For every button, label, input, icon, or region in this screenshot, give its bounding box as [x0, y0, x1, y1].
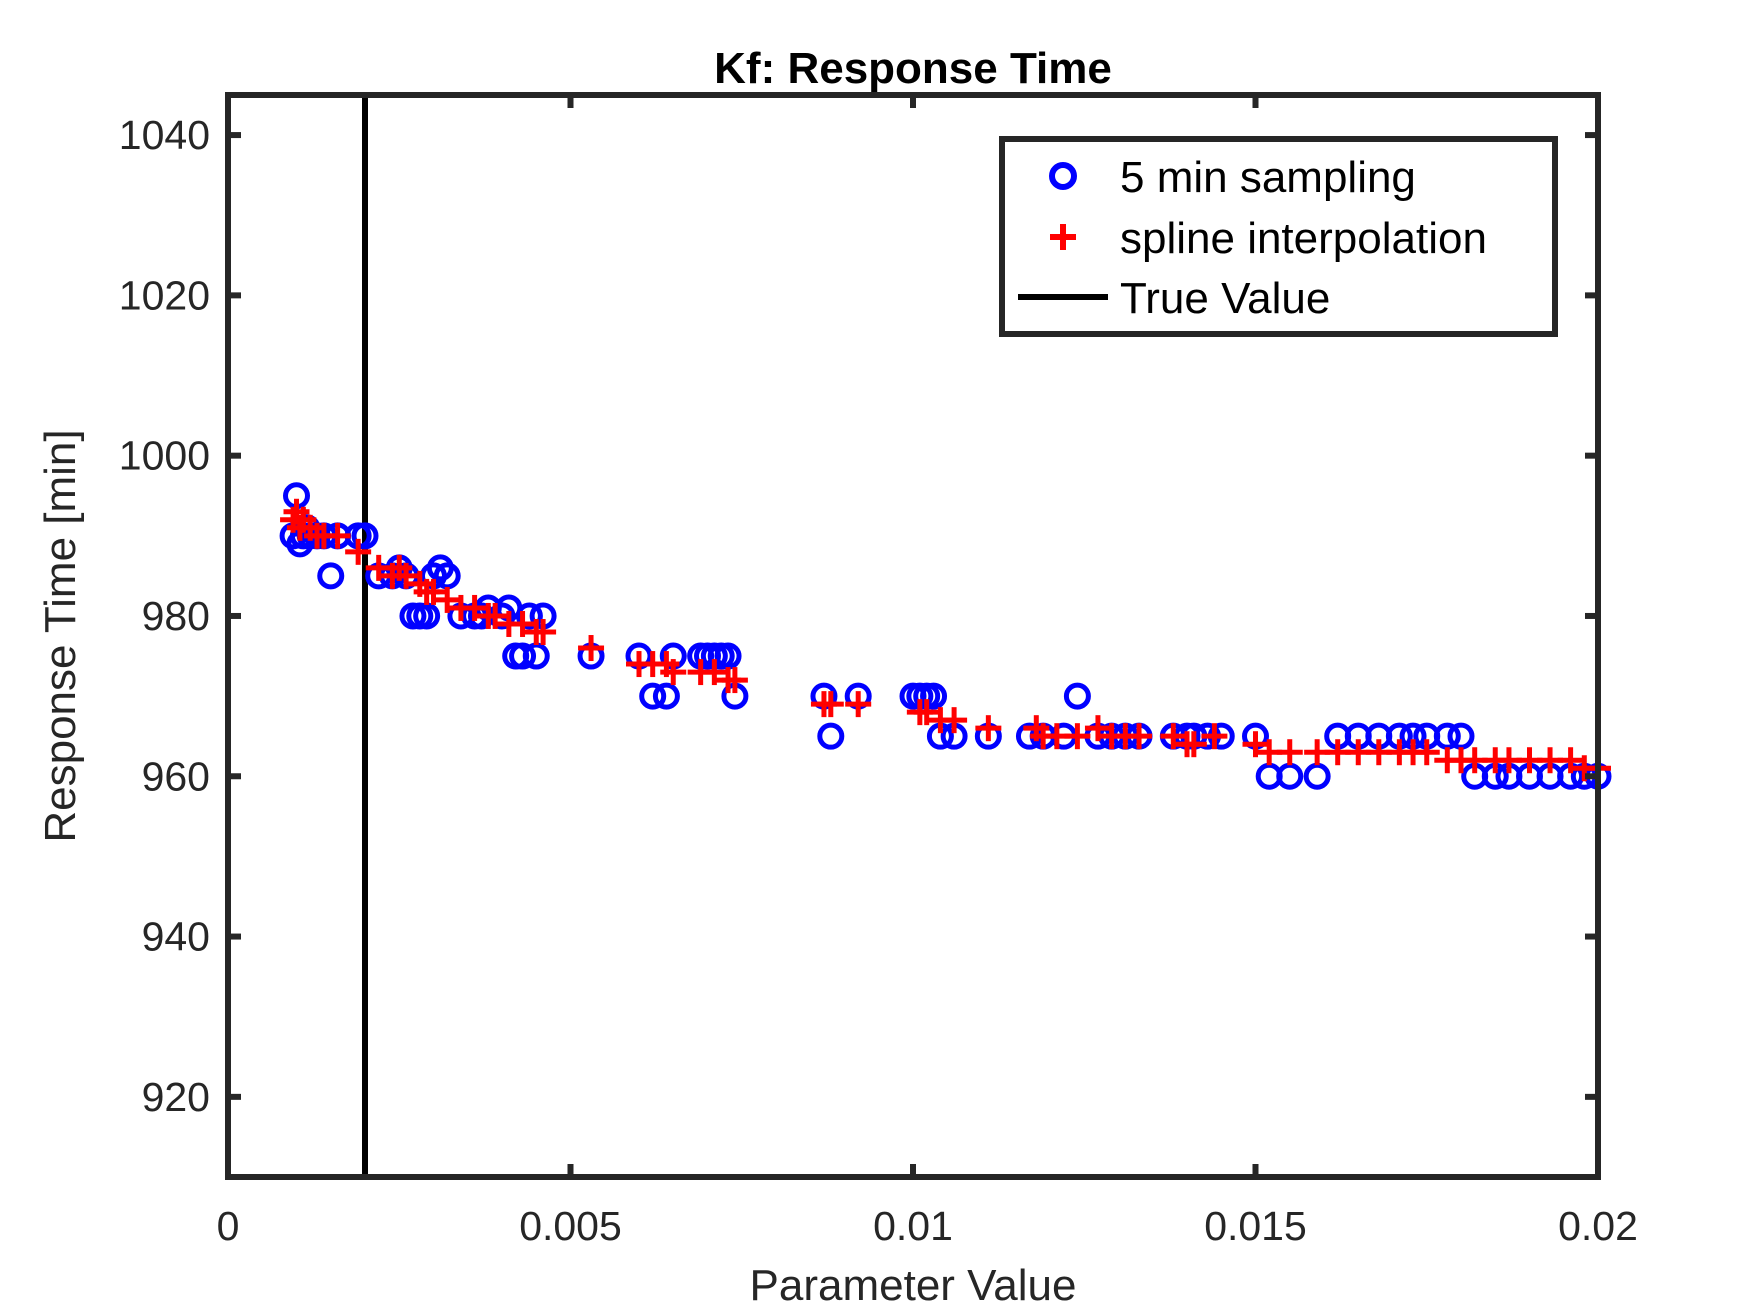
spline-point: [1084, 715, 1111, 742]
sampling-point: [817, 722, 845, 750]
spline-point: [1201, 723, 1228, 750]
chart-title: Kf: Response Time: [714, 44, 1112, 93]
spline-point: [482, 602, 509, 629]
spline-point: [1413, 739, 1440, 766]
sampling-point: [413, 602, 441, 630]
spline-point: [1242, 731, 1269, 758]
spline-point: [941, 707, 968, 734]
x-axis-label: Parameter Value: [750, 1261, 1077, 1310]
y-tick-label: 960: [142, 753, 210, 799]
spline-point: [509, 610, 536, 637]
spline-point: [1276, 739, 1303, 766]
legend-label-sampling: 5 min sampling: [1120, 153, 1416, 202]
spline-point: [721, 667, 748, 694]
y-tick-label: 1040: [119, 112, 210, 158]
x-tick-label: 0.005: [519, 1203, 622, 1249]
x-axis-ticks: [225, 95, 1601, 1177]
x-tick-label: 0.01: [873, 1203, 953, 1249]
spline-point: [434, 586, 461, 613]
x-tick-label: 0: [217, 1203, 240, 1249]
sampling-point: [351, 522, 379, 550]
legend-plus-marker: [1050, 224, 1076, 250]
spline-point: [393, 562, 420, 589]
spline-point: [345, 538, 372, 565]
y-tick-label: 980: [142, 593, 210, 639]
spline-point: [660, 659, 687, 686]
y-axis-ticks: [228, 132, 1598, 1100]
spline-point: [324, 522, 351, 549]
legend-circle-marker: [1049, 162, 1077, 190]
y-tick-label: 920: [142, 1074, 210, 1120]
spline-point: [975, 715, 1002, 742]
sampling-point: [317, 562, 345, 590]
spline-point: [1180, 731, 1207, 758]
x-tick-label: 0.015: [1204, 1203, 1307, 1249]
x-tick-label: 0.02: [1558, 1203, 1638, 1249]
spline-point: [817, 691, 844, 718]
sampling-point: [1276, 762, 1304, 790]
spline-point: [1064, 723, 1091, 750]
sampling-point: [1063, 682, 1091, 710]
spline-point: [1126, 723, 1153, 750]
sampling-point: [652, 682, 680, 710]
series-spline-interpolation: [280, 498, 1611, 782]
y-tick-label: 1020: [119, 272, 210, 318]
sampling-point: [714, 642, 742, 670]
spline-point: [461, 594, 488, 621]
y-axis-tick-labels: 920 940 960 980 1000 1020 1040: [119, 112, 210, 1120]
sampling-point: [1303, 762, 1331, 790]
legend: 5 min sampling spline interpolation True…: [999, 136, 1558, 337]
y-tick-label: 1000: [119, 433, 210, 479]
x-axis-tick-labels: 0 0.005 0.01 0.015 0.02: [217, 1203, 1638, 1249]
legend-label-true-value: True Value: [1120, 274, 1330, 323]
spline-point: [530, 618, 557, 645]
legend-label-spline: spline interpolation: [1120, 214, 1487, 263]
y-tick-label: 940: [142, 914, 210, 960]
sampling-point: [920, 682, 948, 710]
spline-point: [701, 659, 728, 686]
spline-point: [578, 635, 605, 662]
spline-point: [845, 691, 872, 718]
legend-box: [999, 136, 1558, 337]
sampling-point: [639, 682, 667, 710]
spline-point: [1160, 723, 1187, 750]
spline-point: [420, 578, 447, 605]
spline-point: [1557, 747, 1584, 774]
sampling-point: [509, 642, 537, 670]
sampling-point: [1433, 722, 1461, 750]
y-axis-label: Response Time [min]: [36, 429, 85, 842]
sampling-point: [433, 562, 461, 590]
sampling-point: [515, 602, 543, 630]
sampling-point: [522, 642, 550, 670]
sampling-point: [1447, 722, 1475, 750]
spline-point: [913, 699, 940, 726]
